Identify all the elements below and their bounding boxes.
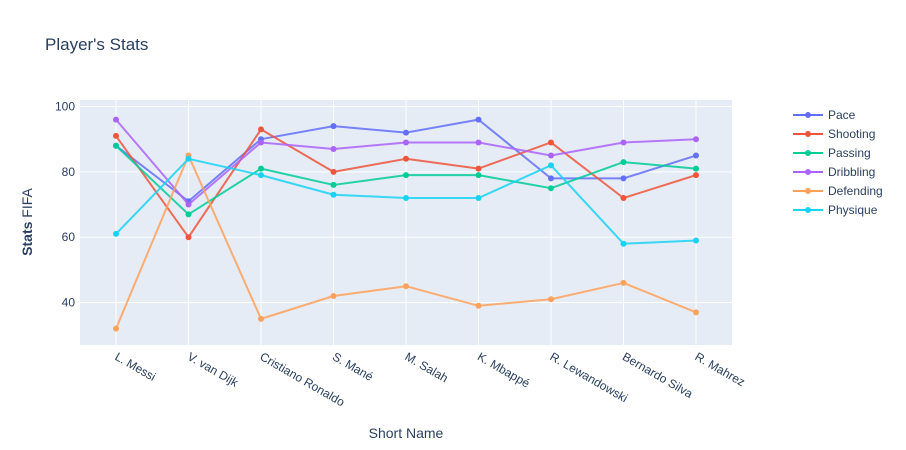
data-point-pace[interactable]: [620, 175, 627, 182]
legend-item-dribbling[interactable]: Dribbling: [793, 165, 875, 179]
legend-item-shooting[interactable]: Shooting: [793, 127, 875, 141]
legend-item-physique[interactable]: Physique: [793, 203, 878, 217]
y-axis-title: Stats FIFA: [19, 187, 35, 255]
legend-swatch-marker: [805, 131, 811, 137]
data-point-passing[interactable]: [258, 165, 264, 172]
data-point-defending[interactable]: [620, 279, 627, 286]
legend-label: Dribbling: [828, 165, 875, 179]
y-axis-title-rest: FIFA: [19, 187, 35, 221]
data-point-dribbling[interactable]: [693, 136, 699, 143]
legend-item-passing[interactable]: Passing: [793, 146, 871, 160]
data-point-pace[interactable]: [548, 175, 554, 182]
legend-label: Pace: [828, 108, 856, 122]
data-point-physique[interactable]: [185, 155, 192, 162]
data-point-defending[interactable]: [693, 309, 699, 316]
legend-label: Passing: [828, 146, 871, 160]
legend-swatch-marker: [805, 207, 811, 213]
series-layer: [113, 116, 699, 332]
data-point-physique[interactable]: [620, 240, 627, 247]
data-point-passing[interactable]: [475, 172, 482, 179]
legend-swatch-marker: [805, 169, 811, 175]
legend-label: Physique: [828, 203, 878, 217]
data-point-dribbling[interactable]: [620, 139, 627, 146]
data-point-pace[interactable]: [693, 152, 699, 159]
data-point-defending[interactable]: [258, 315, 264, 322]
data-point-dribbling[interactable]: [475, 139, 482, 146]
data-point-passing[interactable]: [403, 172, 409, 179]
data-point-physique[interactable]: [330, 191, 337, 198]
data-point-shooting[interactable]: [185, 234, 192, 241]
y-tick-label: 80: [62, 165, 76, 179]
legend-swatch-marker: [805, 150, 811, 156]
data-point-dribbling[interactable]: [403, 139, 409, 146]
data-point-pace[interactable]: [403, 129, 409, 136]
data-point-dribbling[interactable]: [258, 139, 264, 146]
data-point-defending[interactable]: [548, 296, 554, 303]
data-point-dribbling[interactable]: [548, 152, 554, 159]
data-point-physique[interactable]: [403, 195, 409, 201]
data-point-shooting[interactable]: [620, 195, 627, 201]
data-point-physique[interactable]: [258, 172, 264, 179]
data-point-physique[interactable]: [475, 195, 482, 201]
data-point-defending[interactable]: [330, 293, 337, 299]
legend-item-pace[interactable]: Pace: [793, 108, 856, 122]
data-point-physique[interactable]: [113, 230, 119, 237]
data-point-passing[interactable]: [330, 181, 337, 188]
data-point-defending[interactable]: [113, 325, 119, 332]
data-point-shooting[interactable]: [693, 172, 699, 179]
legend-swatch-marker: [805, 188, 811, 194]
data-point-passing[interactable]: [693, 165, 699, 172]
legend-label: Shooting: [828, 127, 875, 141]
data-point-dribbling[interactable]: [185, 201, 192, 208]
y-axis-title-bold: Stats: [19, 221, 35, 255]
data-point-physique[interactable]: [548, 162, 554, 169]
y-tick-labels: 40 60 80 100: [55, 100, 75, 310]
data-point-pace[interactable]: [330, 123, 337, 130]
data-point-dribbling[interactable]: [330, 146, 337, 152]
legend-label: Defending: [828, 184, 883, 198]
data-point-shooting[interactable]: [475, 165, 482, 172]
data-point-passing[interactable]: [620, 159, 627, 166]
legend-swatch-marker: [805, 112, 811, 118]
y-tick-label: 40: [62, 296, 76, 310]
data-point-passing[interactable]: [548, 185, 554, 192]
legend: Pace Shooting Passing Dribbling Defending Phy…: [793, 108, 883, 217]
data-point-pace[interactable]: [475, 116, 482, 123]
data-point-dribbling[interactable]: [113, 116, 119, 123]
data-point-shooting[interactable]: [548, 139, 554, 146]
x-axis-title: Short Name: [369, 425, 444, 441]
data-point-shooting[interactable]: [330, 168, 337, 175]
data-point-passing[interactable]: [113, 142, 119, 149]
legend-item-defending[interactable]: Defending: [793, 184, 883, 198]
data-point-physique[interactable]: [693, 237, 699, 244]
y-tick-label: 60: [62, 230, 76, 244]
data-point-shooting[interactable]: [258, 126, 264, 133]
data-point-defending[interactable]: [403, 283, 409, 290]
data-point-defending[interactable]: [475, 302, 482, 309]
data-point-shooting[interactable]: [403, 155, 409, 162]
y-tick-label: 100: [55, 100, 75, 114]
data-point-passing[interactable]: [185, 211, 192, 218]
chart-title: Player's Stats: [45, 35, 148, 54]
data-point-shooting[interactable]: [113, 132, 119, 139]
